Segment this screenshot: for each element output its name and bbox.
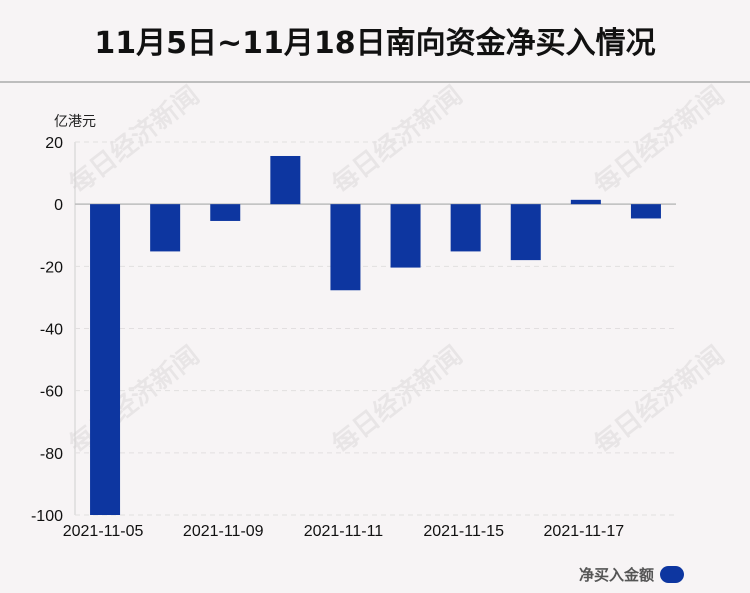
x-tick-label: 2021-11-17	[544, 523, 625, 540]
x-tick-label: 2021-11-11	[304, 523, 384, 540]
y-tick-label: -80	[40, 446, 63, 463]
x-tick-label: 2021-11-15	[423, 523, 504, 540]
y-tick-label: -100	[31, 508, 63, 525]
bar	[90, 204, 121, 515]
chart-title: 11月5日~11月18日南向资金净买入情况	[94, 26, 656, 61]
legend-swatch	[660, 566, 684, 583]
bar	[450, 204, 481, 252]
bar	[150, 204, 181, 252]
y-tick-label: -20	[40, 259, 63, 276]
y-tick-label: -60	[40, 384, 63, 401]
bar	[210, 204, 241, 221]
x-tick-label: 2021-11-09	[183, 523, 264, 540]
bar	[570, 199, 601, 205]
bar	[270, 155, 301, 205]
y-axis-unit-label: 亿港元	[54, 114, 96, 130]
y-tick-label: -40	[40, 322, 63, 339]
x-tick-label: 2021-11-05	[63, 523, 144, 540]
bar	[330, 204, 361, 291]
bar	[510, 204, 541, 261]
bar	[390, 204, 421, 268]
y-tick-label: 0	[54, 197, 63, 214]
legend: 净买入金额	[579, 564, 684, 585]
bar	[630, 204, 661, 219]
legend-label: 净买入金额	[578, 566, 654, 584]
y-tick-label: 20	[45, 135, 63, 152]
title-divider	[0, 81, 750, 83]
